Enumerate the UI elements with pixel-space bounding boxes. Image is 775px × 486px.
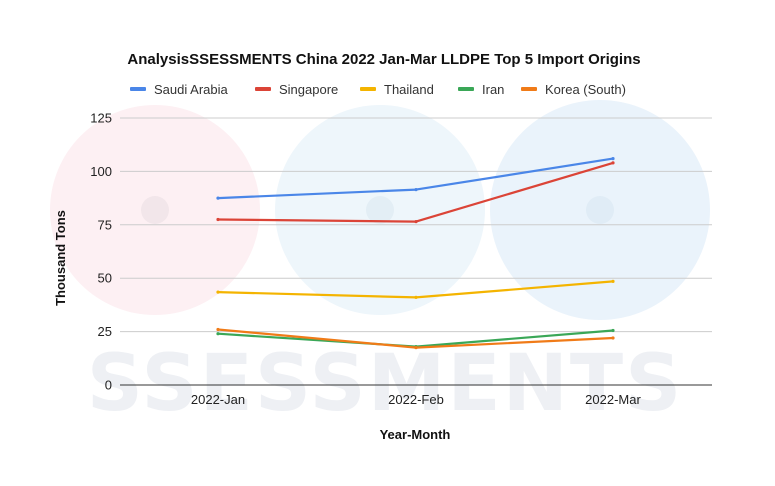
- data-point: [414, 188, 418, 192]
- y-tick-label: 0: [105, 378, 112, 393]
- y-axis-ticks: 0 25 50 75 100 125: [90, 111, 112, 393]
- data-point: [611, 336, 615, 340]
- x-tick-label: 2022-Feb: [388, 392, 444, 407]
- data-point: [216, 332, 220, 336]
- gridlines: [120, 117, 712, 386]
- legend-item: Iran: [458, 82, 504, 97]
- x-axis-title: Year-Month: [380, 427, 451, 442]
- data-point: [611, 328, 615, 333]
- data-point: [216, 327, 220, 332]
- y-axis-title: Thousand Tons: [53, 210, 68, 306]
- y-tick-label: 50: [98, 271, 112, 286]
- data-point: [414, 346, 418, 350]
- watermark-text: SSESSMENTS: [87, 339, 684, 429]
- y-tick-label: 100: [90, 164, 112, 179]
- legend-label: Saudi Arabia: [154, 82, 228, 97]
- y-tick-label: 125: [90, 111, 112, 126]
- legend-label: Iran: [482, 82, 504, 97]
- data-point: [611, 161, 615, 165]
- series-group: [216, 157, 615, 200]
- legend-swatch: [360, 87, 376, 91]
- series-group: [216, 161, 615, 224]
- watermark-dot-icon: [141, 196, 169, 224]
- data-point: [216, 217, 220, 222]
- legend-label: Thailand: [384, 82, 434, 97]
- data-point: [216, 290, 220, 294]
- legend-swatch: [255, 87, 271, 91]
- x-tick-label: 2022-Jan: [191, 392, 245, 407]
- legend-label: Singapore: [279, 82, 338, 97]
- y-tick-label: 25: [98, 324, 112, 339]
- x-tick-label: 2022-Mar: [585, 392, 641, 407]
- legend-swatch: [130, 87, 146, 91]
- data-point: [611, 157, 615, 161]
- series-group: [216, 279, 615, 299]
- legend-item: Korea (South): [521, 82, 626, 97]
- legend-swatch: [521, 87, 537, 91]
- legend-item: Singapore: [255, 82, 338, 97]
- chart-title: AnalysisSSESSMENTS China 2022 Jan-Mar LL…: [127, 51, 640, 68]
- legend-swatch: [458, 87, 474, 91]
- legend-item: Thailand: [360, 82, 434, 97]
- data-point: [414, 220, 418, 224]
- y-tick-label: 75: [98, 217, 112, 232]
- watermark-logo: SSESSMENTS: [50, 100, 710, 429]
- data-point: [414, 295, 418, 299]
- data-point: [216, 196, 220, 200]
- watermark-dot-icon: [586, 196, 614, 224]
- legend-item: Saudi Arabia: [130, 82, 228, 97]
- data-point: [611, 279, 615, 283]
- series-lines: [216, 157, 615, 350]
- x-axis-ticks: 2022-Jan 2022-Feb 2022-Mar: [191, 392, 642, 407]
- watermark-dot-icon: [366, 196, 394, 224]
- series-group: [216, 327, 615, 350]
- legend: Saudi Arabia Singapore Thailand Iran Korea (…: [130, 82, 626, 97]
- legend-label: Korea (South): [545, 82, 626, 97]
